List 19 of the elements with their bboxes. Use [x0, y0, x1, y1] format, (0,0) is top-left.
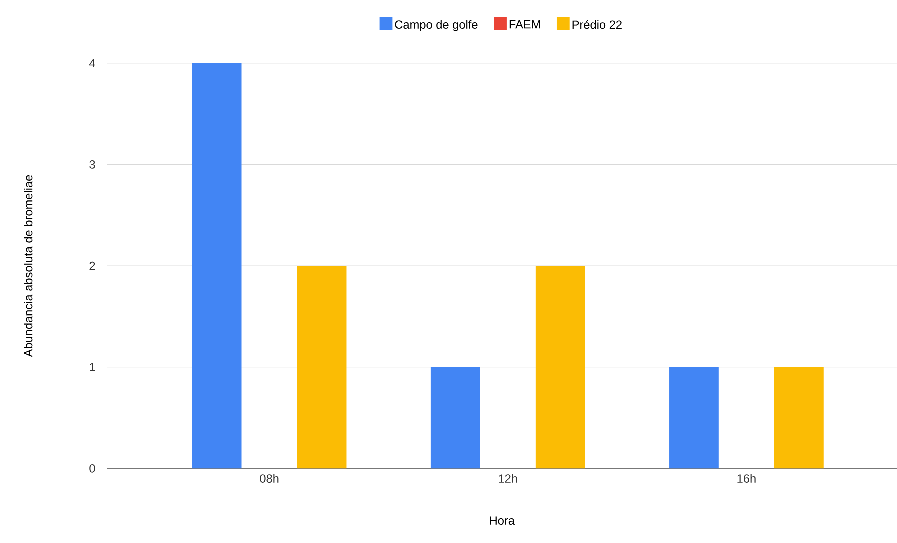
y-tick-label: 2: [90, 262, 96, 270]
legend-label: Campo de golfe: [395, 20, 478, 32]
bar: [774, 367, 824, 469]
y-axis-title: Abundancia absoluta de bromeliae: [24, 175, 33, 358]
bar: [670, 367, 719, 469]
legend-label: Prédio 22: [572, 20, 622, 30]
y-tick-label: 1: [90, 363, 96, 372]
x-tick-label: 12h: [499, 474, 518, 483]
bar: [192, 63, 242, 469]
bar: [430, 367, 480, 469]
y-tick-label: 4: [89, 59, 96, 68]
x-axis-title: Hora: [490, 516, 515, 526]
y-tick-label: 3: [90, 160, 96, 169]
x-tick-label: 08h: [260, 474, 279, 483]
bar: [297, 266, 347, 469]
y-tick-label: 0: [90, 464, 96, 473]
legend-label: FAEM: [510, 20, 540, 29]
bar: [536, 266, 586, 469]
x-tick-label: 16h: [738, 474, 756, 483]
